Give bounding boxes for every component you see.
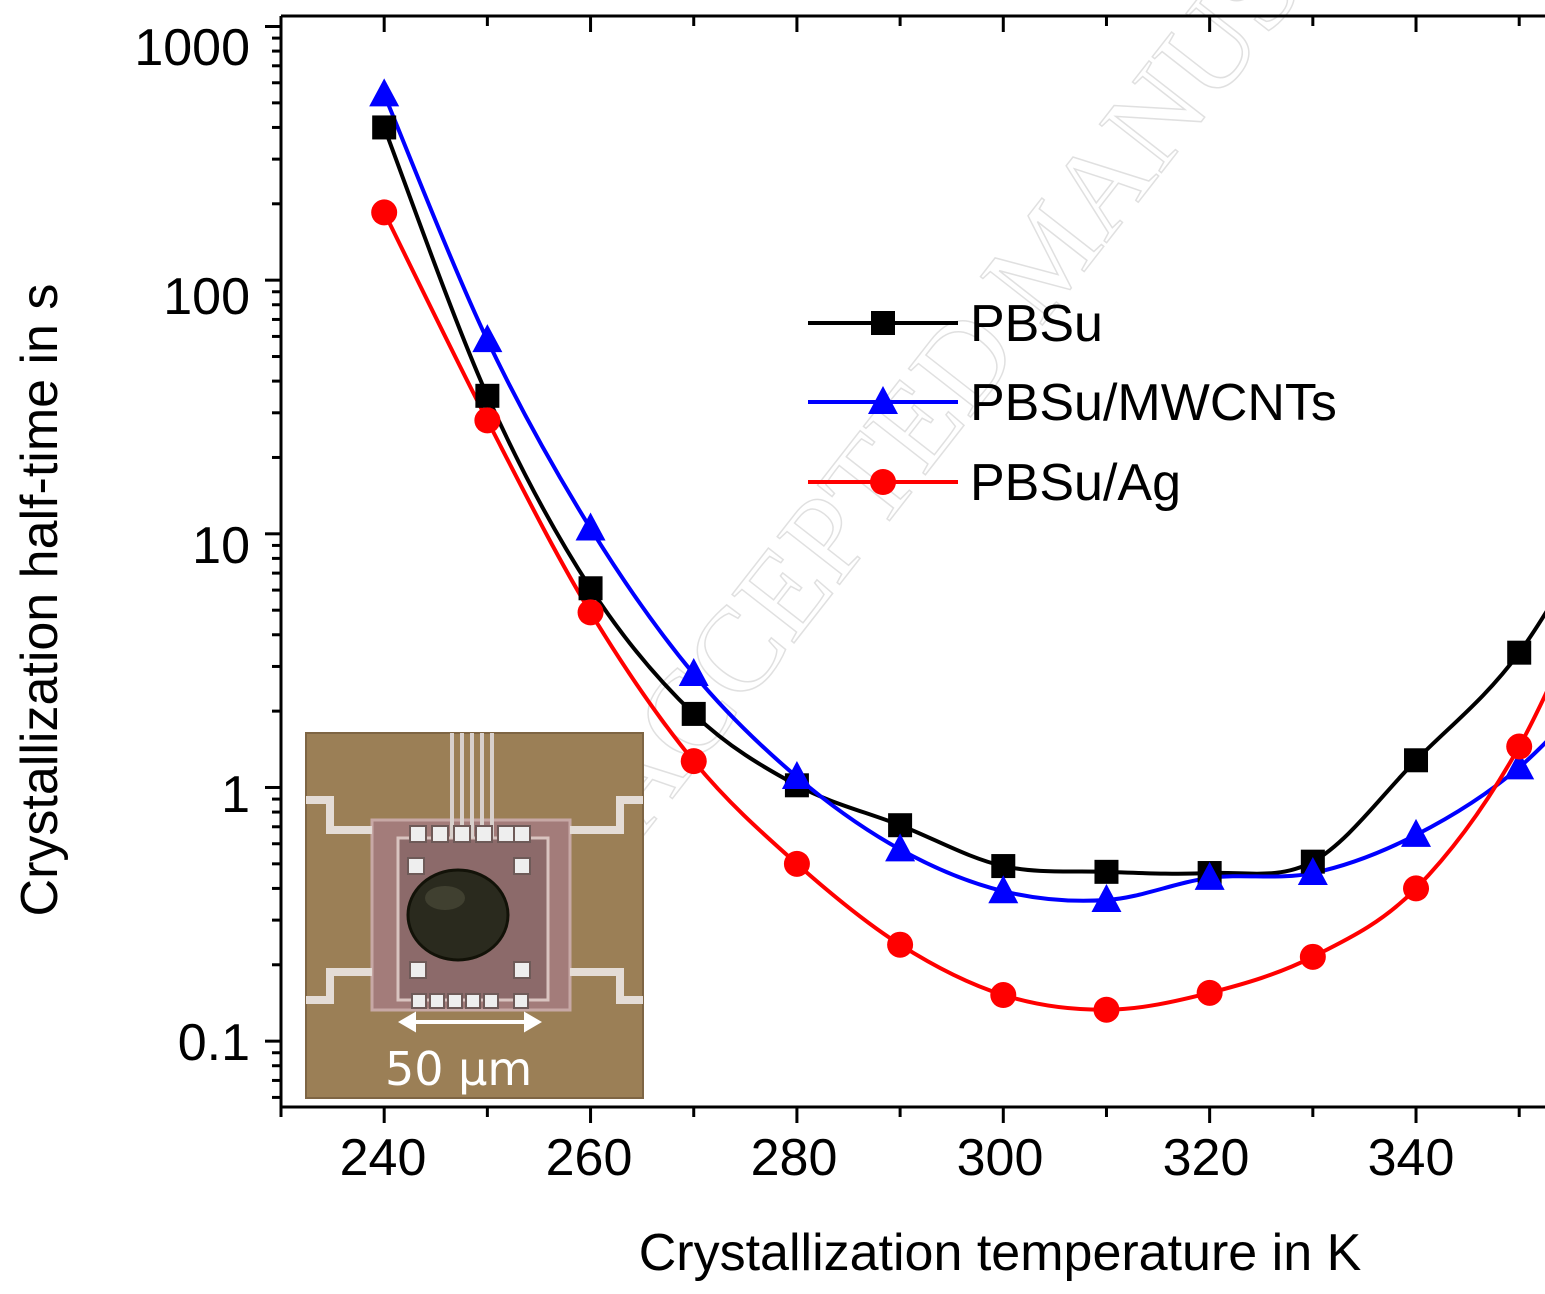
data-point-pbsu-ag bbox=[783, 850, 810, 877]
data-point-pbsu-mwcnts bbox=[1401, 818, 1432, 847]
y-tick-label: 100 bbox=[163, 268, 250, 326]
data-point-pbsu-mwcnts bbox=[678, 658, 709, 687]
inset-scale-label: 50 µm bbox=[385, 1042, 532, 1096]
x-tick-label: 260 bbox=[546, 1129, 633, 1187]
data-point-pbsu bbox=[475, 383, 500, 408]
legend: PBSu PBSu/MWCNTs PBSu/Ag bbox=[808, 295, 1337, 512]
data-point-pbsu bbox=[372, 115, 397, 140]
data-point-pbsu-mwcnts bbox=[369, 78, 400, 107]
data-point-pbsu-mwcnts bbox=[1504, 751, 1535, 780]
data-point-pbsu bbox=[1404, 748, 1429, 773]
data-point-pbsu-ag bbox=[577, 599, 604, 626]
data-point-pbsu-ag bbox=[371, 199, 398, 226]
data-point-pbsu bbox=[991, 854, 1016, 879]
data-point-pbsu-ag bbox=[680, 748, 707, 775]
data-point-pbsu-ag bbox=[887, 931, 914, 958]
legend-swatches bbox=[808, 311, 958, 495]
legend-marker-pbsu-ag bbox=[870, 469, 896, 495]
data-point-pbsu-mwcnts bbox=[885, 833, 916, 862]
data-point-pbsu-ag bbox=[474, 407, 501, 434]
data-point-pbsu-mwcnts bbox=[1194, 861, 1225, 890]
data-point-pbsu-ag bbox=[1506, 733, 1533, 760]
data-point-pbsu-mwcnts bbox=[575, 512, 606, 541]
data-point-pbsu bbox=[681, 701, 706, 726]
x-axis-title: Crystallization temperature in K bbox=[639, 1224, 1362, 1282]
data-point-pbsu-mwcnts bbox=[781, 760, 812, 789]
data-point-pbsu bbox=[888, 813, 913, 838]
data-point-pbsu-mwcnts bbox=[1091, 884, 1122, 913]
plot-frame bbox=[279, 14, 1545, 1109]
inset-micrograph: 50 µm bbox=[305, 732, 644, 1099]
x-tick-label: 280 bbox=[751, 1129, 838, 1187]
data-point-pbsu-mwcnts bbox=[472, 324, 503, 353]
data-point-pbsu-mwcnts bbox=[988, 875, 1019, 904]
x-tick-label: 300 bbox=[957, 1129, 1044, 1187]
y-tick-labels: 0.1 1 10 100 1000 bbox=[134, 19, 250, 1072]
legend-label-pbsu-ag: PBSu/Ag bbox=[970, 454, 1181, 512]
data-point-pbsu-ag bbox=[1403, 875, 1430, 902]
y-axis-title: Crystallization half-time in s bbox=[11, 284, 69, 917]
series-line-pbsu-ag bbox=[382, 211, 1545, 1012]
data-point-pbsu-ag bbox=[1299, 943, 1326, 970]
legend-label-pbsu: PBSu bbox=[970, 295, 1103, 353]
data-point-pbsu bbox=[1507, 640, 1532, 665]
x-tick-labels: 240 260 280 300 320 340 bbox=[340, 1129, 1455, 1187]
y-tick-label: 1 bbox=[221, 766, 250, 824]
x-tick-label: 240 bbox=[340, 1129, 427, 1187]
y-tick-label: 10 bbox=[192, 517, 250, 575]
data-point-pbsu-ag bbox=[990, 982, 1017, 1009]
data-point-pbsu-mwcnts bbox=[1297, 857, 1328, 886]
series-markers bbox=[369, 78, 1535, 1023]
y-tick-label: 1000 bbox=[134, 19, 250, 77]
x-tick-label: 320 bbox=[1163, 1129, 1250, 1187]
data-point-pbsu bbox=[1094, 859, 1119, 884]
data-point-pbsu-ag bbox=[1093, 996, 1120, 1023]
legend-marker-pbsu-mwcnts bbox=[868, 386, 898, 414]
data-point-pbsu bbox=[578, 576, 603, 601]
axis-ticks bbox=[265, 16, 1521, 1123]
y-tick-label: 0.1 bbox=[178, 1014, 250, 1072]
x-tick-label: 340 bbox=[1368, 1129, 1455, 1187]
legend-marker-pbsu bbox=[871, 311, 895, 335]
data-point-pbsu-ag bbox=[1196, 979, 1223, 1006]
legend-label-pbsu-mwcnts: PBSu/MWCNTs bbox=[970, 374, 1337, 432]
